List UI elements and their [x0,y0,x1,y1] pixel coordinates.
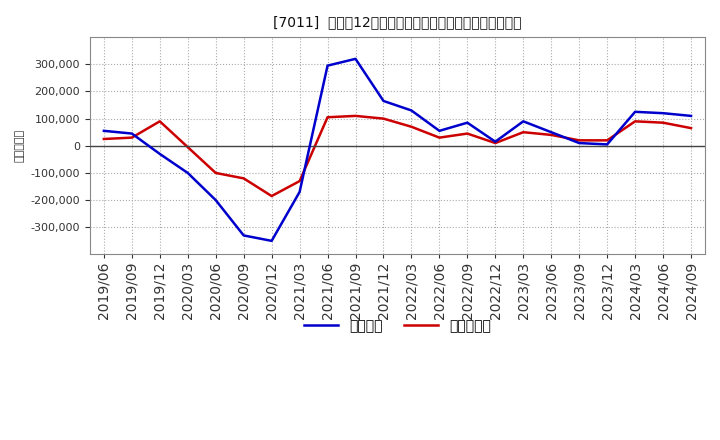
当期純利益 [239,176,248,181]
経常利益 [323,63,332,68]
当期純利益 [323,114,332,120]
経常利益 [659,110,667,116]
当期純利益 [687,125,696,131]
当期純利益 [603,138,611,143]
経常利益 [212,198,220,203]
経常利益 [295,189,304,194]
当期純利益 [547,132,556,138]
当期純利益 [463,131,472,136]
Line: 経常利益: 経常利益 [104,59,691,241]
経常利益 [463,120,472,125]
経常利益 [127,131,136,136]
当期純利益 [212,170,220,176]
経常利益 [379,98,388,103]
経常利益 [631,109,639,114]
当期純利益 [379,116,388,121]
経常利益 [351,56,360,62]
当期純利益 [519,129,528,135]
当期純利益 [127,135,136,140]
Y-axis label: （百万円）: （百万円） [15,129,25,162]
経常利益 [491,139,500,144]
経常利益 [687,113,696,118]
Line: 当期純利益: 当期純利益 [104,116,691,196]
Title: [7011]  利益の12か月移動合計の対前年同期増減額の推移: [7011] 利益の12か月移動合計の対前年同期増減額の推移 [273,15,522,29]
Legend: 経常利益, 当期純利益: 経常利益, 当期純利益 [298,314,497,339]
経常利益 [575,140,583,146]
当期純利益 [99,136,108,142]
経常利益 [156,151,164,157]
経常利益 [407,108,415,113]
経常利益 [435,128,444,133]
当期純利益 [631,119,639,124]
当期純利益 [184,144,192,150]
当期純利益 [491,140,500,146]
経常利益 [519,119,528,124]
当期純利益 [435,135,444,140]
当期純利益 [351,113,360,118]
経常利益 [267,238,276,243]
経常利益 [184,170,192,176]
当期純利益 [267,194,276,199]
当期純利益 [659,120,667,125]
経常利益 [99,128,108,133]
経常利益 [603,142,611,147]
当期純利益 [156,119,164,124]
当期純利益 [407,124,415,129]
当期純利益 [575,138,583,143]
経常利益 [239,233,248,238]
当期純利益 [295,179,304,184]
経常利益 [547,129,556,135]
